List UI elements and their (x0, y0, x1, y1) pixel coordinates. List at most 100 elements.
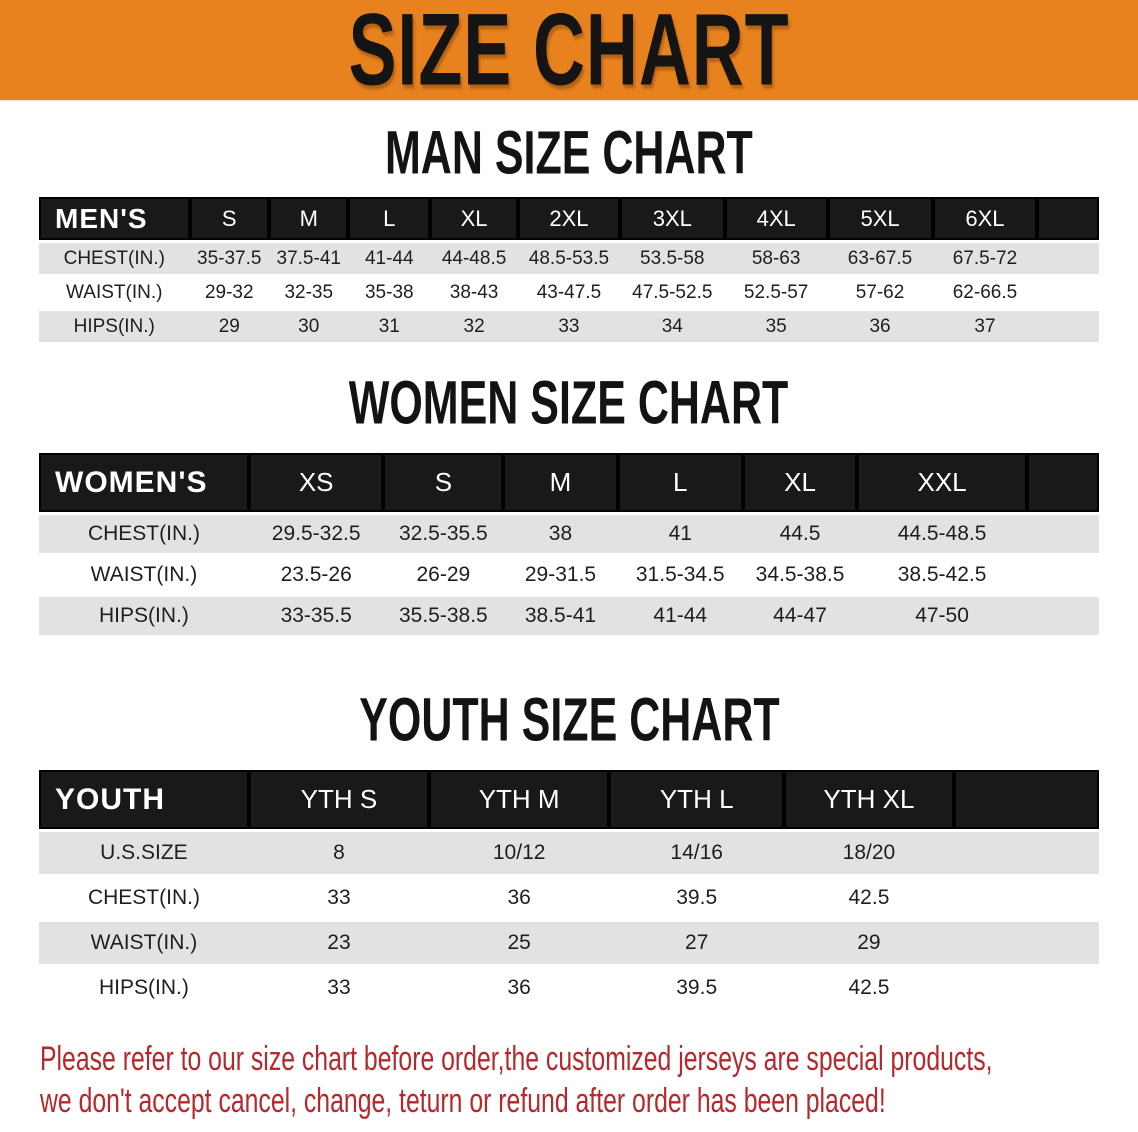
value-cell: 23 (248, 920, 430, 967)
value-cell: 33 (248, 875, 430, 922)
value-cell: 44-47 (742, 595, 858, 638)
size-column-header: L (348, 197, 431, 243)
size-column-header: 5XL (827, 197, 933, 243)
value-cell: 14/16 (609, 830, 785, 877)
value-cell: 48.5-53.5 (518, 241, 620, 277)
measurement-row: HIPS(IN.) 29 30 31 32 33 34 35 36 37 (39, 309, 1099, 345)
men-section: MAN SIZE CHART MEN'S S M L XL 2XL 3XL 4XL 5XL 6XL… (0, 119, 1138, 345)
value-cell: 33-35.5 (248, 595, 384, 638)
measurement-row: HIPS(IN.) 33-35.5 35.5-38.5 38.5-41 41-44 44-… (39, 595, 1099, 638)
value-cell: 35-38 (348, 275, 431, 311)
size-column-header: 2XL (518, 197, 620, 243)
value-cell: 32-35 (269, 275, 349, 311)
size-column-header: 3XL (619, 197, 725, 243)
row-label-cell: U.S.SIZE (39, 830, 249, 877)
row-label-cell: HIPS(IN.) (39, 595, 249, 638)
row-spacer-cell (953, 875, 1099, 922)
row-spacer-cell (1026, 513, 1099, 556)
row-label-cell: CHEST(IN.) (39, 241, 190, 277)
row-spacer-cell (1037, 241, 1099, 277)
value-cell: 30 (269, 309, 349, 345)
value-cell: 37 (932, 309, 1038, 345)
value-cell: 29-32 (189, 275, 269, 311)
value-cell: 38 (503, 513, 618, 556)
measurement-row: CHEST(IN.) 35-37.5 37.5-41 41-44 44-48.5 48.5… (39, 241, 1099, 277)
value-cell: 29 (784, 920, 954, 967)
size-column-header: XXL (857, 453, 1027, 515)
women-section: WOMEN SIZE CHART WOMEN'S XS S M L XL XXL CHEST(… (0, 369, 1138, 638)
size-column-header: M (503, 453, 618, 515)
row-spacer-cell (1026, 554, 1099, 597)
size-column-header: YTH L (609, 770, 785, 832)
value-cell: 35.5-38.5 (383, 595, 504, 638)
value-cell: 44-48.5 (430, 241, 519, 277)
value-cell: 41-44 (348, 241, 431, 277)
footer-disclaimer-line1: Please refer to our size chart before or… (40, 1038, 993, 1079)
women-section-heading: WOMEN SIZE CHART (0, 369, 1138, 437)
men-section-heading-text: MAN SIZE CHART (385, 118, 753, 188)
table-title-cell: MEN'S (39, 197, 190, 243)
value-cell: 18/20 (784, 830, 954, 877)
youth-section: YOUTH SIZE CHART YOUTH YTH S YTH M YTH L YTH… (0, 686, 1138, 1012)
value-cell: 41 (617, 513, 743, 556)
value-cell: 23.5-26 (248, 554, 384, 597)
size-column-header: YTH M (429, 770, 610, 832)
women-size-table-wrap: WOMEN'S XS S M L XL XXL CHEST(IN.) 29.5-32.5 32.5… (0, 453, 1138, 638)
size-column-header: M (269, 197, 349, 243)
value-cell: 29-31.5 (503, 554, 618, 597)
banner-title: SIZE CHART (348, 0, 790, 107)
size-column-header: YTH S (248, 770, 430, 832)
value-cell: 26-29 (383, 554, 504, 597)
value-cell: 36 (827, 309, 933, 345)
value-cell: 8 (248, 830, 430, 877)
value-cell: 33 (518, 309, 620, 345)
value-cell: 29.5-32.5 (248, 513, 384, 556)
value-cell: 42.5 (784, 875, 954, 922)
value-cell: 27 (609, 920, 785, 967)
size-column-header: XS (248, 453, 384, 515)
value-cell: 31.5-34.5 (617, 554, 743, 597)
measurement-row: HIPS(IN.) 33 36 39.5 42.5 (39, 965, 1099, 1012)
men-section-heading: MAN SIZE CHART (0, 119, 1138, 187)
value-cell: 38.5-41 (503, 595, 618, 638)
value-cell: 47.5-52.5 (619, 275, 725, 311)
value-cell: 36 (429, 875, 610, 922)
value-cell: 42.5 (784, 965, 954, 1012)
size-column-header: XL (742, 453, 858, 515)
value-cell: 38.5-42.5 (857, 554, 1027, 597)
header-spacer-cell (953, 770, 1099, 832)
value-cell: 31 (348, 309, 431, 345)
row-label-cell: WAIST(IN.) (39, 275, 190, 311)
size-column-header: XL (430, 197, 519, 243)
value-cell: 35 (724, 309, 828, 345)
row-spacer-cell (1037, 275, 1099, 311)
measurement-row: CHEST(IN.) 33 36 39.5 42.5 (39, 875, 1099, 922)
value-cell: 63-67.5 (827, 241, 933, 277)
value-cell: 44.5-48.5 (857, 513, 1027, 556)
row-spacer-cell (1026, 595, 1099, 638)
value-cell: 39.5 (609, 965, 785, 1012)
table-title-cell: WOMEN'S (39, 453, 249, 515)
value-cell: 57-62 (827, 275, 933, 311)
table-title-cell: YOUTH (39, 770, 249, 832)
header-spacer-cell (1026, 453, 1099, 515)
value-cell: 32 (430, 309, 519, 345)
size-column-header: 6XL (932, 197, 1038, 243)
value-cell: 33 (248, 965, 430, 1012)
value-cell: 34.5-38.5 (742, 554, 858, 597)
women-section-heading-text: WOMEN SIZE CHART (349, 368, 789, 438)
measurement-row: WAIST(IN.) 23.5-26 26-29 29-31.5 31.5-34.5 34… (39, 554, 1099, 597)
value-cell: 62-66.5 (932, 275, 1038, 311)
table-header-row: WOMEN'S XS S M L XL XXL (39, 453, 1099, 515)
value-cell: 44.5 (742, 513, 858, 556)
footer-disclaimer: Please refer to our size chart before or… (40, 1038, 1138, 1122)
value-cell: 37.5-41 (269, 241, 349, 277)
size-column-header: S (383, 453, 504, 515)
youth-size-table-wrap: YOUTH YTH S YTH M YTH L YTH XL U.S.SIZE 8 10/12… (0, 770, 1138, 1012)
size-column-header: YTH XL (784, 770, 954, 832)
value-cell: 10/12 (429, 830, 610, 877)
size-column-header: L (617, 453, 743, 515)
banner: SIZE CHART (0, 0, 1138, 106)
value-cell: 38-43 (430, 275, 519, 311)
measurement-row: WAIST(IN.) 29-32 32-35 35-38 38-43 43-47.5 47.… (39, 275, 1099, 311)
